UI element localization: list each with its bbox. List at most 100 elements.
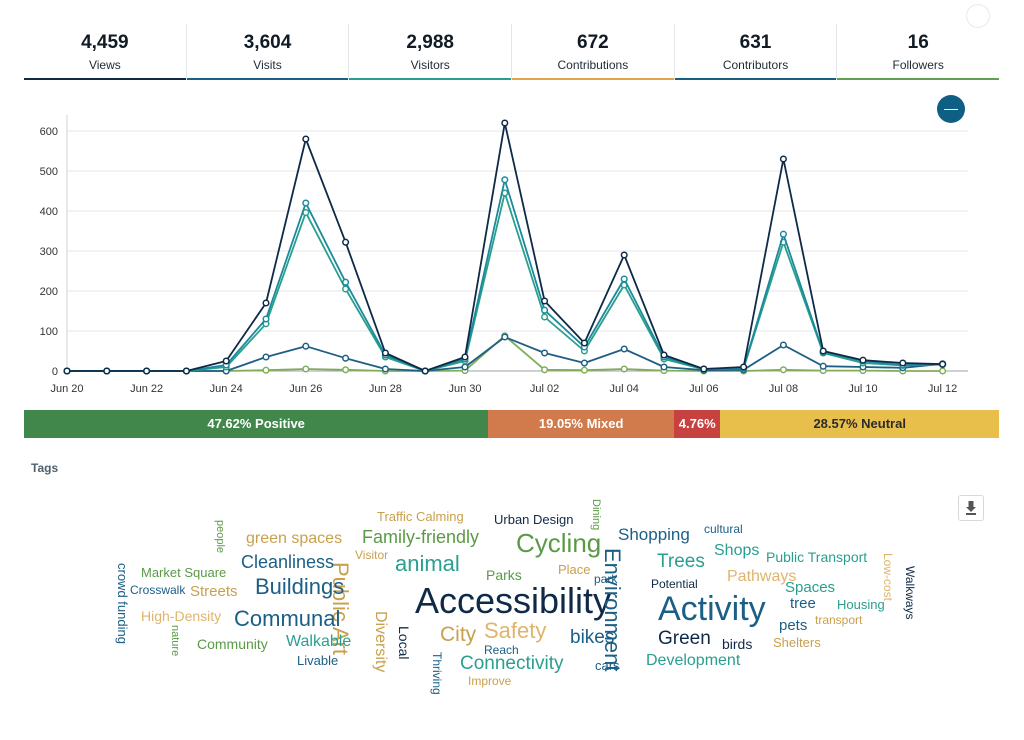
data-point bbox=[779, 341, 787, 349]
tag-word[interactable]: Public Transport bbox=[766, 549, 868, 565]
x-tick-label: Jun 26 bbox=[289, 383, 322, 395]
tag-word[interactable]: Cleanliness bbox=[241, 552, 335, 572]
tag-word[interactable]: Trees bbox=[657, 551, 705, 572]
data-point bbox=[421, 367, 429, 375]
tag-word[interactable]: transport bbox=[815, 613, 863, 627]
data-point bbox=[501, 333, 509, 341]
data-point bbox=[342, 354, 350, 362]
tag-word[interactable]: Parks bbox=[486, 567, 522, 583]
activity-line-chart: 0 100 200 300 400 500 600 Jun 20 Jun 22 Jun 24 Jun… bbox=[40, 115, 968, 395]
tag-word[interactable]: High-Density bbox=[141, 608, 222, 624]
stat-label: Visits bbox=[253, 58, 282, 72]
tag-word[interactable]: tree bbox=[790, 595, 816, 612]
data-point bbox=[779, 366, 787, 374]
tag-word[interactable]: Walkways bbox=[903, 566, 917, 620]
tag-word[interactable]: animal bbox=[395, 551, 460, 576]
tag-word[interactable]: Livable bbox=[297, 653, 339, 668]
tag-word[interactable]: Crosswalk bbox=[130, 583, 186, 597]
data-point bbox=[541, 366, 549, 374]
tag-word[interactable]: people bbox=[214, 520, 226, 554]
data-point bbox=[143, 367, 151, 375]
data-point bbox=[262, 299, 270, 307]
tag-word[interactable]: cultural bbox=[704, 522, 743, 536]
x-tick-label: Jun 22 bbox=[130, 383, 163, 395]
stat-contributions[interactable]: 672 Contributions bbox=[512, 24, 675, 80]
tag-word[interactable]: Activity bbox=[658, 590, 766, 628]
stat-visitors[interactable]: 2,988 Visitors bbox=[349, 24, 513, 80]
tag-word[interactable]: Low-cost bbox=[881, 553, 895, 602]
tag-word[interactable]: nature bbox=[169, 625, 181, 657]
stat-visits[interactable]: 3,604 Visits bbox=[186, 24, 350, 80]
tag-word[interactable]: Streets bbox=[190, 583, 238, 600]
download-button[interactable] bbox=[958, 495, 984, 521]
tag-word[interactable]: Reach bbox=[484, 643, 519, 657]
tag-word[interactable]: Local bbox=[396, 626, 412, 660]
tag-word[interactable]: Place bbox=[558, 562, 591, 577]
tag-word[interactable]: Potential bbox=[651, 577, 698, 591]
stat-label: Views bbox=[88, 58, 121, 72]
data-point bbox=[541, 297, 549, 305]
tag-word[interactable]: Spaces bbox=[785, 579, 836, 596]
tag-word[interactable]: cars bbox=[595, 658, 620, 673]
stat-value: 2,988 bbox=[406, 32, 454, 53]
data-point bbox=[819, 347, 827, 355]
tag-word[interactable]: Communal bbox=[234, 606, 341, 631]
tag-word[interactable]: crowd funding bbox=[115, 563, 130, 644]
tag-word[interactable]: Development bbox=[646, 652, 741, 669]
tag-word[interactable]: Community bbox=[197, 636, 268, 652]
tag-word[interactable]: pets bbox=[779, 617, 808, 634]
tag-word[interactable]: park bbox=[594, 572, 618, 586]
tag-word[interactable]: Shopping bbox=[618, 525, 690, 544]
tag-word[interactable]: Diversity bbox=[372, 611, 389, 673]
tag-word[interactable]: green spaces bbox=[246, 530, 343, 547]
data-point bbox=[939, 367, 947, 375]
tag-word[interactable]: Family-friendly bbox=[362, 527, 480, 547]
collapse-button[interactable]: — bbox=[937, 95, 965, 123]
tag-word[interactable]: Walkable bbox=[286, 633, 352, 650]
tag-word[interactable]: Shops bbox=[714, 542, 760, 559]
stats-bar: 4,459 Views 3,604 Visits 2,988 Visitors … bbox=[24, 24, 1000, 80]
stat-views[interactable]: 4,459 Views bbox=[24, 24, 187, 80]
data-point bbox=[63, 367, 71, 375]
tag-word[interactable]: birds bbox=[722, 636, 753, 652]
stat-followers[interactable]: 16 Followers bbox=[837, 24, 1000, 80]
tags-title: Tags bbox=[31, 461, 59, 475]
sentiment-segment[interactable]: 19.05% Mixed bbox=[488, 410, 675, 438]
tag-word[interactable]: Improve bbox=[468, 674, 512, 688]
y-tick-label: 300 bbox=[40, 246, 58, 258]
data-point bbox=[461, 363, 469, 371]
tag-word[interactable]: bikes bbox=[570, 627, 615, 648]
tag-word[interactable]: Traffic Calming bbox=[377, 509, 464, 524]
x-tick-label: Jun 30 bbox=[448, 383, 481, 395]
tag-word[interactable]: Accessibility bbox=[415, 580, 612, 621]
data-point bbox=[541, 306, 549, 314]
stat-label: Contributors bbox=[722, 58, 789, 72]
stat-contributors[interactable]: 631 Contributors bbox=[674, 24, 838, 80]
tag-word[interactable]: Visitor bbox=[355, 548, 389, 562]
tag-word[interactable]: Housing bbox=[837, 597, 885, 612]
series-line bbox=[67, 334, 943, 372]
tag-word[interactable]: Thriving bbox=[430, 652, 444, 695]
tag-word[interactable]: City bbox=[440, 623, 477, 646]
tag-word[interactable]: Safety bbox=[484, 618, 547, 643]
help-icon[interactable] bbox=[966, 4, 990, 28]
tag-word[interactable]: Pathways bbox=[727, 568, 797, 585]
tag-word[interactable]: Market Square bbox=[141, 565, 227, 580]
tag-word[interactable]: Urban Design bbox=[494, 512, 574, 527]
x-tick-label: Jul 02 bbox=[530, 383, 559, 395]
data-point bbox=[501, 119, 509, 127]
tag-word[interactable]: Cycling bbox=[516, 528, 602, 558]
tag-word[interactable]: Green bbox=[658, 628, 711, 649]
data-point bbox=[182, 367, 190, 375]
tag-word[interactable]: Buildings bbox=[255, 574, 345, 599]
tag-word[interactable]: Shelters bbox=[773, 635, 821, 650]
tag-word[interactable]: Dining bbox=[590, 499, 602, 531]
sentiment-segment[interactable]: 28.57% Neutral bbox=[720, 410, 999, 438]
tag-word[interactable]: Connectivity bbox=[460, 653, 564, 674]
tag-word[interactable]: Environment bbox=[600, 548, 625, 672]
sentiment-segment[interactable]: 4.76% bbox=[674, 410, 721, 438]
sentiment-segment[interactable]: 47.62% Positive bbox=[24, 410, 489, 438]
x-tick-label: Jul 04 bbox=[610, 383, 639, 395]
data-point bbox=[620, 365, 628, 373]
